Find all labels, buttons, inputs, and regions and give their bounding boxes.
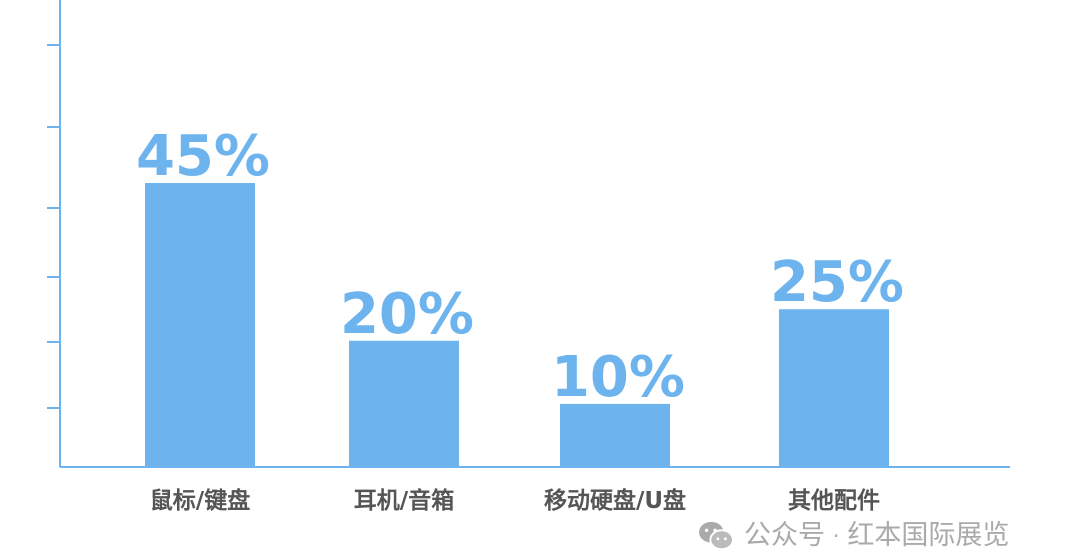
bar (349, 340, 459, 467)
category-label: 移动硬盘/U盘 (544, 487, 686, 514)
bar (145, 183, 255, 467)
bar (779, 309, 889, 467)
watermark-prefix: 公众号 (744, 520, 825, 551)
data-label: 10% (551, 345, 685, 410)
watermark-separator: · (833, 524, 840, 548)
data-label: 25% (770, 250, 904, 315)
data-label: 45% (136, 124, 270, 189)
category-label: 鼠标/键盘 (150, 487, 250, 514)
wechat-icon (699, 521, 734, 551)
bar (560, 403, 670, 467)
watermark-name: 红本国际展览 (847, 520, 1010, 551)
watermark: 公众号 · 红本国际展览 (696, 520, 1009, 552)
data-label: 20% (340, 282, 474, 347)
category-label: 耳机/音箱 (354, 487, 454, 514)
category-label: 其他配件 (788, 488, 880, 514)
